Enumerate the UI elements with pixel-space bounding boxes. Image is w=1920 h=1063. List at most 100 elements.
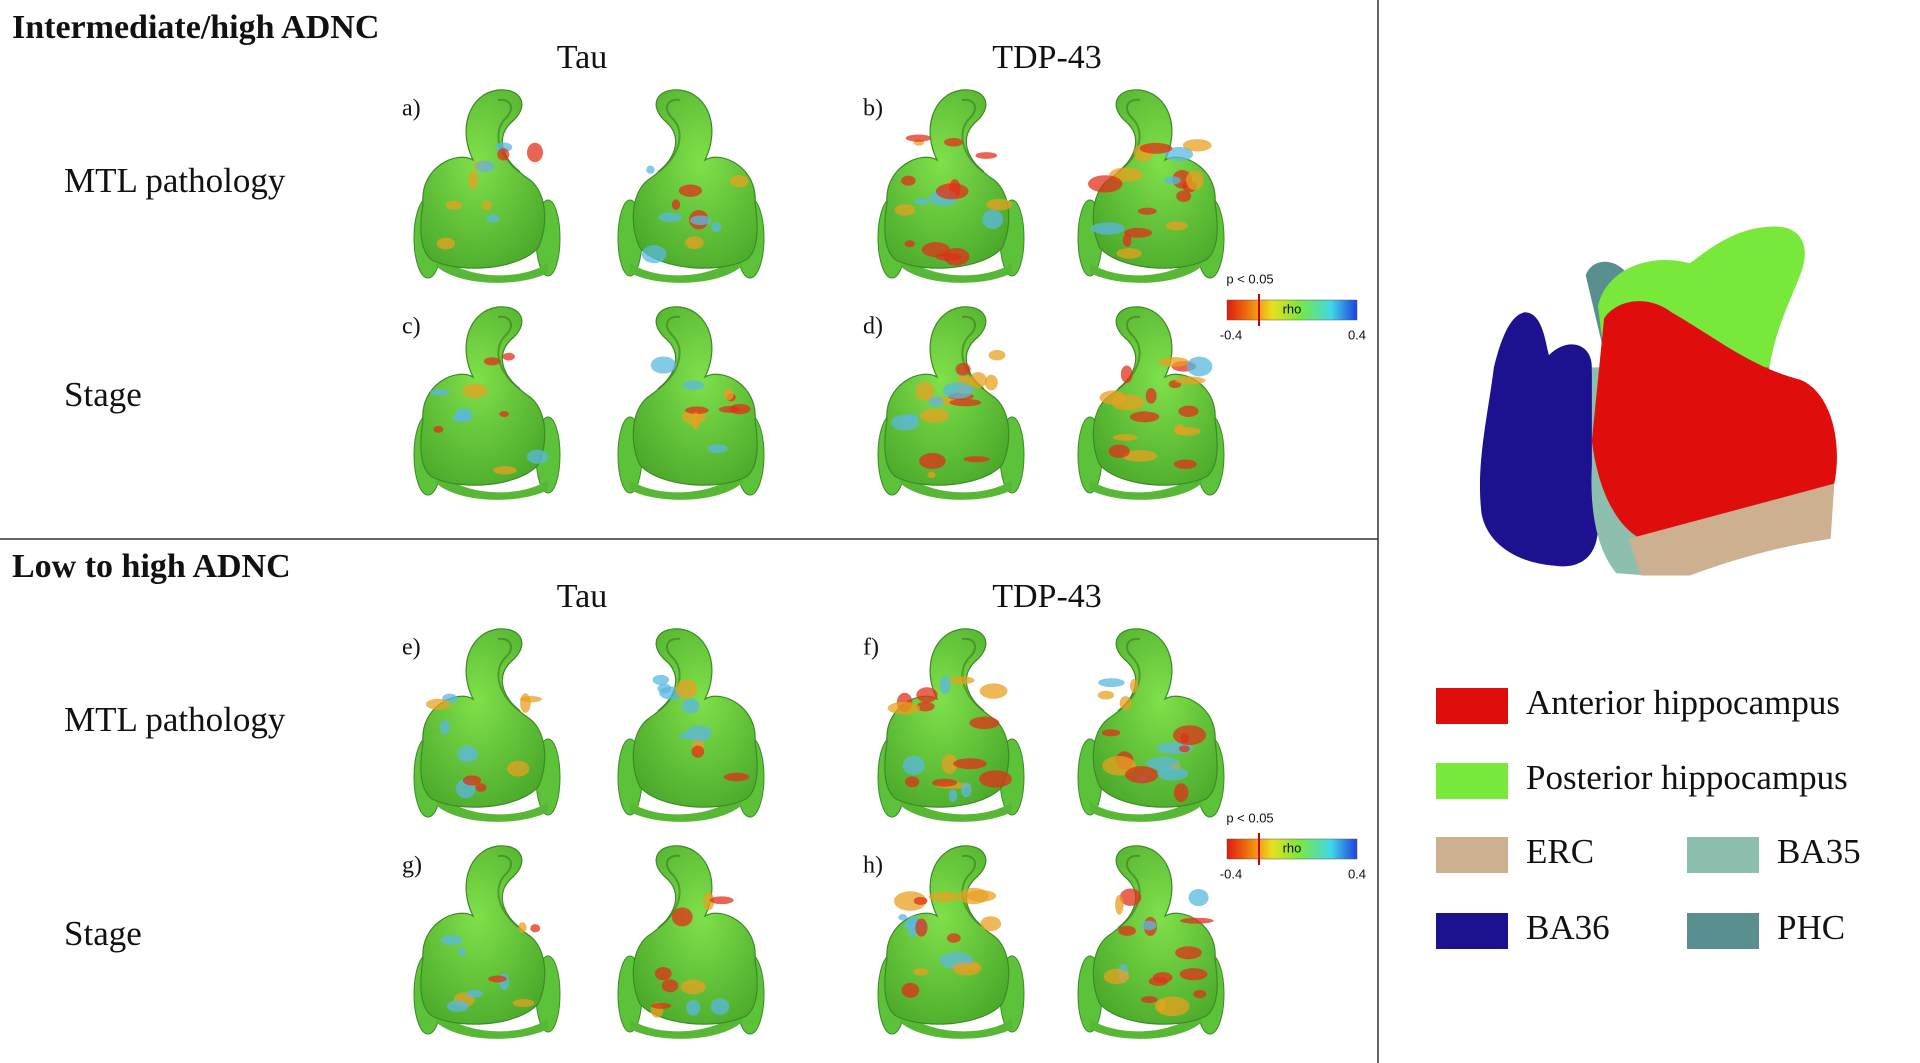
colorbar-max: 0.4 — [1348, 866, 1366, 881]
surface-spot — [902, 755, 925, 776]
surface-spot — [1130, 678, 1139, 693]
anterior-region — [1591, 301, 1837, 539]
surface-spot — [462, 775, 482, 786]
surface-spot — [1119, 888, 1142, 906]
surface-spot — [984, 374, 998, 391]
surface-spot — [518, 922, 527, 933]
surface-spot — [675, 679, 698, 699]
surface-spot — [955, 362, 971, 376]
surface-spot — [986, 198, 1013, 211]
surface-spot — [440, 935, 463, 945]
surface-spot — [685, 236, 704, 249]
surface-spot — [948, 789, 958, 802]
brain-surface — [617, 627, 765, 823]
surface-spot — [894, 204, 916, 216]
surface-spot — [641, 245, 667, 264]
surface-spot — [1175, 376, 1206, 385]
legend-swatch — [1436, 913, 1508, 949]
surface-spot — [919, 453, 946, 469]
brain-surface — [413, 844, 561, 1040]
surface-spot — [913, 896, 928, 905]
surface-spot — [439, 720, 450, 735]
surface-spot — [1120, 365, 1133, 383]
surface-spot — [723, 388, 734, 401]
brain-surface — [617, 305, 765, 501]
panel-letter: a) — [402, 96, 421, 122]
surface-spot — [1182, 139, 1212, 152]
surface-spot — [661, 979, 679, 993]
surface-spot — [901, 982, 920, 998]
surface-spot — [482, 200, 493, 211]
surface-spot — [919, 408, 950, 423]
surface-spot — [1157, 1000, 1166, 1013]
surface-spot — [646, 165, 655, 174]
surface-base — [617, 305, 765, 501]
surface-spot — [979, 770, 1012, 788]
surface-spot — [928, 396, 944, 407]
surface-spot — [927, 471, 936, 478]
surface-spot — [1148, 976, 1169, 986]
surface-spot — [958, 887, 989, 905]
surface-spot — [1176, 190, 1192, 202]
row-label: Stage — [64, 375, 142, 414]
legend-swatch — [1436, 688, 1508, 724]
column-header: Tau — [557, 578, 608, 615]
hippocampus-render — [1479, 226, 1837, 576]
ba36-region — [1479, 312, 1598, 567]
surface-spot — [445, 201, 463, 210]
surface-spot — [915, 381, 935, 401]
surface-spot — [454, 407, 473, 422]
surface-spot — [1112, 434, 1138, 441]
surface-spot — [707, 444, 728, 454]
colorbar-max: 0.4 — [1348, 327, 1366, 342]
surface-spot — [466, 989, 484, 998]
surface-spot — [1186, 356, 1213, 377]
surface-base — [1077, 844, 1225, 1040]
surface-spot — [894, 891, 927, 911]
brain-surface — [877, 844, 1025, 1040]
panel-letter: c) — [402, 314, 421, 340]
surface-spot — [1122, 233, 1132, 247]
legend-label: PHC — [1777, 908, 1845, 947]
surface-spot — [526, 142, 543, 163]
surface-spot — [982, 209, 1004, 230]
surface-spot — [502, 352, 515, 361]
surface-spot — [1090, 222, 1125, 235]
brain-surface — [413, 305, 561, 501]
surface-spot — [678, 184, 702, 197]
panel-letter: e) — [402, 635, 421, 661]
surface-spot — [681, 698, 700, 714]
surface-spot — [901, 175, 916, 186]
surface-spot — [486, 214, 500, 223]
column-header: Tau — [557, 39, 608, 76]
surface-spot — [916, 687, 938, 703]
colorbar-label: rho — [1283, 301, 1302, 316]
surface-spot — [1163, 176, 1181, 185]
brain-surface — [877, 305, 1025, 501]
panel-letter: h) — [863, 853, 883, 879]
row-label: MTL pathology — [64, 161, 286, 200]
surface-spot — [969, 372, 987, 388]
surface-spot — [520, 695, 542, 703]
surface-spot — [1141, 920, 1157, 931]
surface-spot — [430, 388, 450, 396]
surface-spot — [904, 240, 915, 248]
surface-spot — [942, 382, 974, 399]
surface-spot — [654, 966, 672, 981]
surface-base — [413, 305, 561, 501]
surface-spot — [1124, 227, 1152, 238]
surface-spot — [497, 148, 510, 161]
surface-spot — [1137, 207, 1157, 215]
surface-spot — [1180, 917, 1214, 924]
surface-spot — [935, 252, 962, 261]
surface-spot — [952, 962, 980, 971]
surface-spot — [686, 999, 701, 1016]
surface-spot — [457, 947, 466, 957]
surface-spot — [1178, 405, 1199, 417]
surface-base — [617, 627, 765, 823]
surface-spot — [709, 896, 734, 905]
surface-spot — [963, 456, 990, 463]
surface-spot — [493, 466, 517, 475]
surface-base — [413, 627, 561, 823]
brain-surface — [617, 88, 765, 284]
